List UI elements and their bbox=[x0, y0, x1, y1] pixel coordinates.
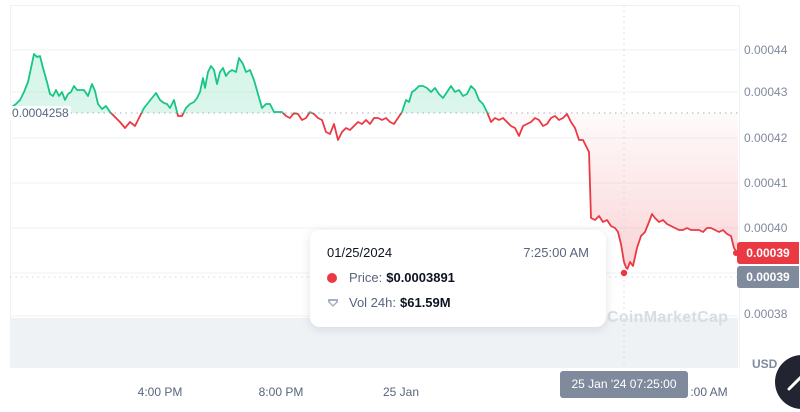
baseline-price-label: 0.0004258 bbox=[10, 106, 71, 120]
hover-price-badge: 0.00039 bbox=[737, 266, 799, 288]
x-tick-label: 8:00 PM bbox=[258, 385, 304, 399]
tooltip-volume-value: $61.59M bbox=[400, 295, 451, 310]
watermark: CoinMarketCap bbox=[607, 309, 729, 326]
tooltip-price-row: Price: $0.0003891 bbox=[327, 270, 455, 285]
tooltip-price-value: $0.0003891 bbox=[386, 270, 455, 285]
y-tick-label: 0.00038 bbox=[744, 307, 788, 321]
y-tick-label: 0.00041 bbox=[744, 176, 788, 190]
chart-expand-button[interactable] bbox=[775, 355, 800, 409]
tooltip-volume-row: Vol 24h: $61.59M bbox=[327, 295, 451, 310]
y-tick-label: 0.00044 bbox=[744, 43, 788, 57]
y-tick-label: 0.00042 bbox=[744, 131, 788, 145]
y-tick-label: 0.00040 bbox=[744, 221, 788, 235]
tooltip-time: 7:25:00 AM bbox=[523, 245, 589, 260]
x-tick-label: 25 Jan bbox=[382, 385, 420, 399]
x-tick-label: 4:00 PM bbox=[137, 385, 183, 399]
trend-arrow-icon bbox=[787, 375, 800, 391]
price-dot-icon bbox=[327, 272, 337, 283]
x-tick-label: :00 AM bbox=[690, 385, 728, 399]
hover-point bbox=[619, 268, 629, 278]
price-line bbox=[11, 53, 738, 271]
tooltip-date: 01/25/2024 bbox=[327, 245, 393, 260]
hover-tooltip: 01/25/2024 7:25:00 AM Price: $0.0003891 … bbox=[310, 230, 606, 327]
volume-shield-icon bbox=[328, 298, 338, 307]
tooltip-price-label: Price: bbox=[349, 270, 383, 285]
price-area-fill bbox=[12, 54, 738, 270]
tooltip-volume-label: Vol 24h: bbox=[349, 295, 396, 310]
chart-frame bbox=[10, 5, 740, 369]
crosshair-time-badge: 25 Jan '24 07:25:00 bbox=[560, 371, 688, 398]
currency-label: USD bbox=[752, 357, 778, 371]
current-price-badge: 0.00039 bbox=[737, 242, 799, 264]
y-tick-label: 0.00043 bbox=[744, 85, 788, 99]
